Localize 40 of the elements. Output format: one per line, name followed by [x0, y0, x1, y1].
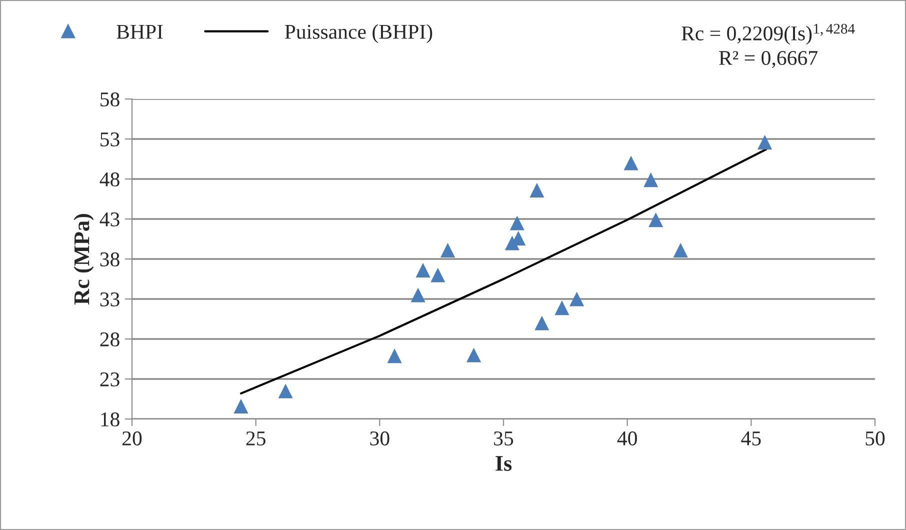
x-tick-label: 25: [246, 431, 266, 446]
y-tick-label: 23: [100, 372, 120, 386]
point: [530, 182, 544, 198]
x-tick-label: 50: [866, 431, 885, 446]
point: [624, 156, 638, 170]
y-axis-title: Rc (MPa): [74, 214, 94, 305]
point: [534, 316, 550, 330]
point: [648, 212, 664, 228]
point: [570, 292, 584, 306]
point: [644, 172, 658, 188]
point: [510, 216, 524, 230]
y-tick-label: 48: [100, 172, 120, 186]
point: [758, 134, 772, 150]
point: [416, 262, 430, 278]
point: [466, 348, 482, 362]
y-tick-label: 18: [101, 412, 120, 426]
point: [278, 384, 293, 398]
legend-label: Puissance (BHPI): [284, 24, 432, 44]
point: [554, 300, 570, 316]
x-tick-label: 20: [122, 431, 142, 446]
y-tick-label: 58: [100, 92, 120, 106]
x-tick-label: 35: [494, 431, 514, 446]
point: [440, 242, 456, 258]
point: [430, 268, 446, 282]
text: R² = 0,6667: [719, 50, 818, 68]
point: [234, 398, 248, 414]
y-tick-label: 33: [100, 292, 120, 306]
x-tick-label: 40: [617, 431, 637, 446]
point: [410, 288, 426, 302]
x-axis-title: Is: [496, 456, 512, 471]
point: [387, 348, 402, 364]
y-tick-label: 53: [100, 132, 120, 146]
legend-label: BHPI: [116, 24, 163, 39]
y-tick-label: 38: [100, 252, 120, 266]
y-tick-label: 43: [100, 212, 120, 226]
text: Rc = 0,2209(Is)$^{1,4284}$: [682, 24, 855, 45]
y-tick-label: 28: [100, 332, 120, 346]
point: [673, 242, 688, 258]
x-tick-label: 45: [741, 432, 761, 446]
x-tick-label: 30: [370, 431, 390, 446]
